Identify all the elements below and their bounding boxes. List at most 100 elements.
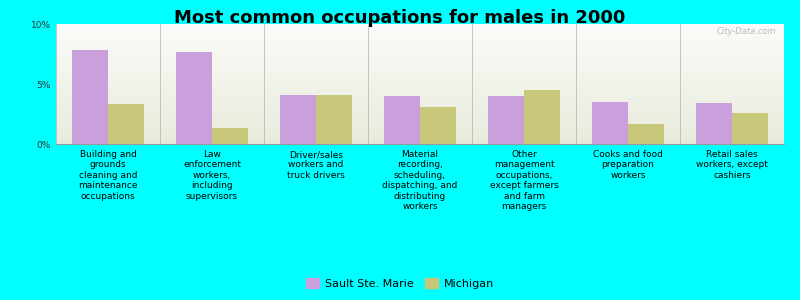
Bar [56,43,784,44]
Bar [56,99,784,100]
Bar [56,63,784,64]
Bar [56,47,784,48]
Bar [56,61,784,62]
Bar [56,39,784,40]
Bar [56,134,784,135]
Bar [56,75,784,76]
Bar [524,90,560,144]
Bar [56,98,784,99]
Bar [56,105,784,106]
Bar [56,89,784,90]
Bar [56,76,784,77]
Bar [56,94,784,95]
Bar [56,40,784,41]
Text: Building and
grounds
cleaning and
maintenance
occupations: Building and grounds cleaning and mainte… [78,150,138,201]
Bar [56,67,784,68]
Bar [56,104,784,105]
Bar [56,81,784,82]
Text: Retail sales
workers, except
cashiers: Retail sales workers, except cashiers [696,150,768,180]
Bar [56,86,784,87]
Bar [56,93,784,94]
Bar [56,62,784,63]
Bar [56,132,784,133]
Bar [56,119,784,120]
Bar [56,112,784,113]
Bar [56,50,784,51]
Bar [628,124,664,144]
Bar [56,92,784,93]
Bar [56,69,784,70]
Bar [56,85,784,86]
Bar [732,113,768,144]
Bar [56,114,784,115]
Text: Cooks and food
preparation
workers: Cooks and food preparation workers [593,150,663,180]
Bar [696,103,732,144]
Bar [56,101,784,102]
Bar [56,77,784,78]
Text: Law
enforcement
workers,
including
supervisors: Law enforcement workers, including super… [183,150,241,201]
Bar [56,48,784,49]
Bar [56,96,784,97]
Bar [56,111,784,112]
Bar [56,141,784,142]
Bar [56,37,784,38]
Bar [56,53,784,54]
Bar [56,35,784,36]
Bar [56,26,784,27]
Bar [56,46,784,47]
Text: City-Data.com: City-Data.com [716,27,776,36]
Text: Other
management
occupations,
except farmers
and farm
managers: Other management occupations, except far… [490,150,558,211]
Bar [56,28,784,29]
Bar [56,57,784,58]
Bar [212,128,248,144]
Bar [56,68,784,69]
Bar [56,29,784,30]
Bar [56,102,784,103]
Bar [56,128,784,129]
Bar [56,125,784,126]
Bar [56,56,784,57]
Bar [108,104,145,144]
Bar [56,58,784,59]
Bar [56,49,784,50]
Bar [316,95,352,144]
Bar [56,78,784,79]
Bar [56,122,784,123]
Legend: Sault Ste. Marie, Michigan: Sault Ste. Marie, Michigan [304,276,496,291]
Bar [56,64,784,65]
Bar [56,131,784,132]
Bar [488,96,524,144]
Bar [56,24,784,25]
Bar [56,31,784,32]
Bar [56,54,784,55]
Bar [56,32,784,33]
Text: Driver/sales
workers and
truck drivers: Driver/sales workers and truck drivers [287,150,345,180]
Bar [56,71,784,72]
Bar [56,30,784,31]
Bar [56,80,784,81]
Bar [56,66,784,67]
Bar [56,103,784,104]
Bar [56,142,784,143]
Bar [56,38,784,39]
Bar [56,41,784,42]
Bar [56,109,784,110]
Bar [56,108,784,109]
Bar [56,118,784,119]
Bar [56,74,784,75]
Bar [56,117,784,118]
Bar [56,124,784,125]
Bar [56,139,784,140]
Bar [56,60,784,61]
Bar [56,110,784,111]
Bar [56,126,784,127]
Bar [56,130,784,131]
Text: Material
recording,
scheduling,
dispatching, and
distributing
workers: Material recording, scheduling, dispatch… [382,150,458,211]
Bar [56,127,784,128]
Bar [56,133,784,134]
Bar [56,33,784,34]
Bar [56,65,784,66]
Bar [280,95,316,144]
Bar [56,79,784,80]
Bar [56,72,784,73]
